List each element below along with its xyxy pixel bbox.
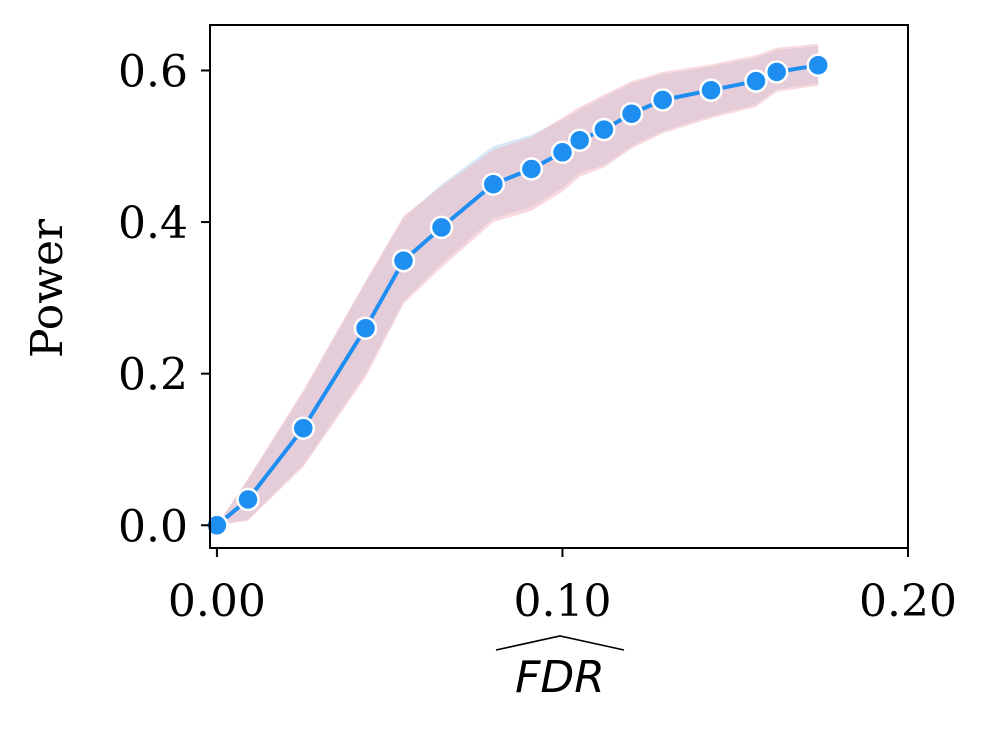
data-point	[619, 101, 644, 126]
x-axis-ticks: 0.00 0.10 0.20	[168, 548, 957, 627]
y-axis-label: Power	[22, 218, 73, 358]
confidence-bands	[216, 43, 819, 526]
x-axis-label-hat	[495, 635, 625, 651]
data-point	[236, 487, 260, 512]
y-tick-label: 0.4	[118, 198, 188, 249]
y-tick-label: 0.0	[118, 501, 188, 552]
data-point	[650, 88, 675, 112]
data-point	[567, 128, 592, 152]
x-tick-label: 0.20	[859, 576, 957, 627]
plot-frame	[209, 24, 909, 549]
data-point	[519, 157, 544, 181]
data-point	[550, 140, 575, 165]
x-axis-label-group: FDR	[495, 635, 625, 703]
data-point	[429, 215, 454, 240]
data-point	[806, 53, 830, 77]
y-tick-label: 0.2	[118, 350, 188, 401]
y-tick-label: 0.6	[118, 46, 188, 97]
data-point	[291, 416, 316, 440]
data-point	[764, 60, 789, 84]
markers-layer	[205, 53, 830, 538]
data-point	[699, 78, 723, 102]
y-axis-ticks: 0.0 0.2 0.4 0.6	[118, 46, 210, 552]
x-tick-label: 0.10	[513, 576, 611, 627]
x-axis-label: FDR	[515, 652, 605, 703]
data-point	[353, 316, 378, 340]
band-red	[216, 43, 819, 526]
data-point	[481, 172, 506, 196]
data-point	[744, 69, 768, 93]
data-point	[391, 248, 416, 273]
data-point	[592, 117, 616, 142]
x-tick-label: 0.00	[168, 576, 266, 627]
